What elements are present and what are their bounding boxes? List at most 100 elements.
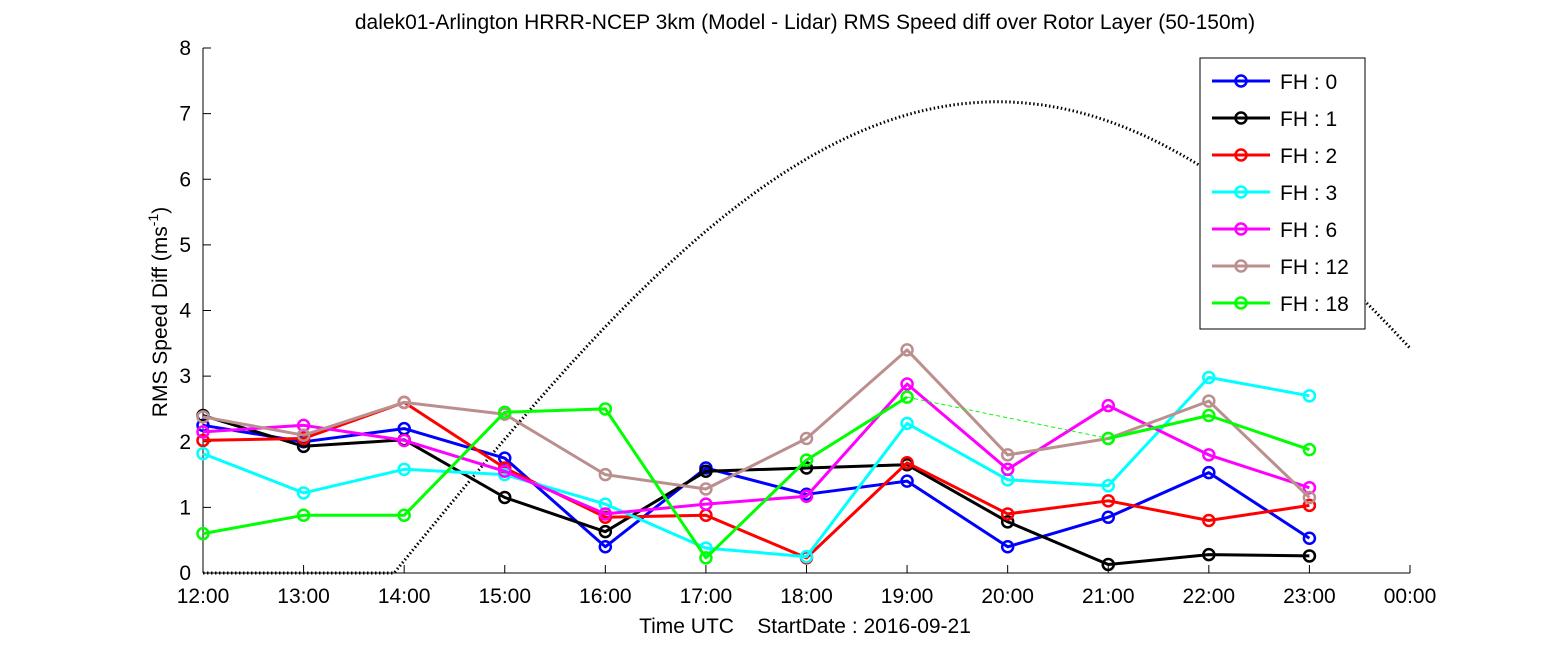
data-point — [1101, 557, 1115, 572]
data-point — [1000, 515, 1015, 529]
series-line — [202, 414, 1310, 566]
legend-label: FH : 6 — [1280, 219, 1337, 242]
data-point — [799, 453, 814, 467]
data-point — [1101, 510, 1115, 524]
data-point — [1000, 448, 1015, 462]
series-line — [202, 395, 908, 560]
data-point — [296, 508, 311, 522]
data-point — [1101, 431, 1115, 446]
data-point — [196, 433, 210, 448]
series-line — [202, 423, 1311, 549]
data-point — [1302, 549, 1317, 563]
x-tick-label: 13:00 — [277, 585, 330, 608]
x-tick-label: 20:00 — [981, 585, 1034, 608]
y-tick-label: 1 — [179, 496, 191, 519]
x-axis-label: Time UTC StartDate : 2016-09-21 — [639, 615, 971, 638]
legend-label: FH : 0 — [1280, 71, 1337, 94]
y-tick-label: 5 — [179, 234, 191, 257]
legend-marker — [1234, 148, 1248, 162]
legend-marker — [1234, 296, 1248, 310]
y-tick-label: 2 — [179, 431, 191, 454]
y-tick-label: 7 — [179, 103, 191, 126]
y-tick-label: 4 — [179, 300, 191, 323]
data-point — [900, 474, 914, 488]
data-point — [799, 549, 814, 564]
x-tick-label: 23:00 — [1283, 585, 1336, 608]
data-point — [1101, 478, 1115, 493]
legend-label: FH : 3 — [1280, 182, 1337, 205]
legend-marker — [1234, 259, 1248, 273]
data-point — [900, 377, 914, 391]
y-tick-label: 0 — [179, 562, 191, 585]
series-line — [1107, 414, 1310, 452]
data-point — [699, 482, 713, 496]
x-tick-label: 16:00 — [579, 585, 632, 608]
data-point — [1000, 462, 1015, 477]
series-line — [202, 348, 1311, 499]
legend: FH : 0 FH : 1 FH : 2 FH : 3 FH : 6 FH : 12 FH … — [1199, 57, 1366, 330]
data-point — [1202, 448, 1216, 462]
data-point — [498, 405, 512, 419]
y-axis-label-main: RMS Speed Diff (ms — [149, 226, 172, 417]
legend-marker — [1234, 111, 1248, 125]
series-line — [202, 375, 1310, 559]
legend-marker — [1234, 74, 1248, 88]
data-point — [397, 462, 411, 477]
data-point — [1202, 408, 1216, 423]
data-point — [799, 489, 814, 503]
y-tick-label: 3 — [179, 365, 191, 388]
x-tick-label: 17:00 — [680, 585, 733, 608]
y-axis-label-end: ) — [149, 207, 172, 214]
data-point — [397, 433, 411, 448]
data-point — [900, 456, 914, 470]
data-point — [296, 486, 311, 500]
data-point — [1101, 398, 1115, 413]
data-point — [1101, 494, 1115, 508]
data-point — [1302, 498, 1317, 513]
data-point — [1202, 465, 1216, 480]
legend-label: FH : 12 — [1280, 256, 1349, 279]
series-gap-connector — [906, 396, 1109, 439]
data-point — [900, 390, 914, 404]
data-point — [598, 467, 613, 482]
data-point — [498, 464, 512, 479]
x-tick-label: 18:00 — [780, 585, 833, 608]
x-tick-label: 14:00 — [378, 585, 431, 608]
data-point — [598, 507, 613, 521]
legend-label: FH : 18 — [1280, 293, 1349, 316]
x-tick-label: 21:00 — [1082, 585, 1135, 608]
data-point — [900, 343, 914, 357]
data-point — [900, 416, 914, 431]
data-point — [397, 508, 411, 522]
series-line — [202, 382, 1310, 516]
data-point — [1000, 507, 1015, 521]
x-tick-label: 22:00 — [1183, 585, 1236, 608]
data-point — [1000, 540, 1015, 554]
y-axis-label: RMS Speed Diff (ms-1) — [145, 207, 172, 417]
y-axis-label-superscript: -1 — [145, 214, 161, 227]
data-point — [598, 402, 613, 416]
data-point — [196, 446, 210, 461]
data-point — [699, 497, 713, 511]
data-point — [1302, 531, 1317, 545]
data-point — [498, 490, 512, 505]
x-tick-label: 19:00 — [881, 585, 934, 608]
data-point — [196, 526, 210, 541]
y-tick-label: 8 — [179, 37, 191, 60]
data-point — [1202, 547, 1216, 562]
chart-title: dalek01-Arlington HRRR-NCEP 3km (Model -… — [355, 11, 1255, 34]
data-point — [598, 524, 613, 539]
series-3 — [196, 370, 1317, 564]
data-point — [296, 428, 311, 442]
data-point — [598, 540, 613, 554]
data-point — [1202, 513, 1216, 528]
x-tick-label: 00:00 — [1384, 585, 1437, 608]
series-0 — [196, 418, 1317, 554]
y-tick-label: 6 — [179, 168, 191, 191]
series-6 — [196, 390, 1317, 565]
data-point — [1302, 490, 1317, 505]
data-point — [699, 551, 713, 565]
legend-marker — [1234, 185, 1248, 199]
data-point — [397, 395, 411, 410]
